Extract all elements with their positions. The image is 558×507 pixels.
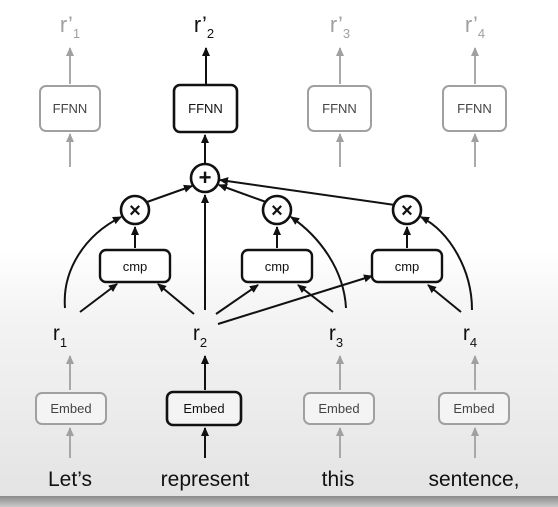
multiply-node-3: × bbox=[393, 196, 421, 224]
output-label-r1: r’1 bbox=[60, 12, 80, 41]
svg-text:cmp: cmp bbox=[395, 259, 420, 274]
output-label-r3: r’3 bbox=[330, 12, 350, 41]
word-4: sentence, bbox=[428, 468, 519, 491]
svg-text:Embed: Embed bbox=[318, 401, 359, 416]
svg-text:Embed: Embed bbox=[453, 401, 494, 416]
svg-text:FFNN: FFNN bbox=[457, 101, 492, 116]
arrow-r2-cmp2 bbox=[216, 285, 258, 314]
plus-icon: + bbox=[199, 165, 212, 190]
output-label-r4: r’4 bbox=[465, 12, 485, 41]
word-3: this bbox=[322, 468, 355, 491]
rep-label-r2: r2 bbox=[193, 322, 207, 350]
arrow-mult3-plus bbox=[220, 180, 395, 205]
output-label-r2: r’2 bbox=[194, 12, 214, 41]
embed-box-3: Embed bbox=[304, 393, 374, 424]
arrow-r2-cmp1 bbox=[158, 284, 194, 314]
word-1: Let’s bbox=[48, 468, 92, 491]
rep-label-r1: r1 bbox=[53, 322, 67, 350]
arrow-mult1-plus bbox=[147, 186, 192, 202]
svg-text:FFNN: FFNN bbox=[322, 101, 357, 116]
ffnn-box-4: FFNN bbox=[443, 86, 506, 131]
times-icon: × bbox=[271, 200, 283, 222]
times-icon: × bbox=[401, 200, 413, 222]
bottom-bar bbox=[0, 496, 558, 507]
rep-label-r4: r4 bbox=[463, 322, 477, 350]
arrow-mult2-plus bbox=[219, 185, 266, 202]
multiply-node-2: × bbox=[263, 196, 291, 224]
ffnn-box-2: FFNN bbox=[174, 85, 237, 132]
svg-text:Embed: Embed bbox=[50, 401, 91, 416]
cmp-box-3: cmp bbox=[372, 250, 442, 282]
svg-text:FFNN: FFNN bbox=[188, 101, 223, 116]
multiply-node-1: × bbox=[121, 196, 149, 224]
svg-text:cmp: cmp bbox=[123, 259, 148, 274]
embed-box-1: Embed bbox=[36, 393, 106, 424]
ffnn-box-3: FFNN bbox=[308, 86, 371, 131]
svg-text:FFNN: FFNN bbox=[53, 101, 88, 116]
times-icon: × bbox=[129, 200, 141, 222]
ffnn-box-1: FFNN bbox=[40, 86, 100, 131]
arrow-r1-cmp1 bbox=[80, 284, 117, 312]
rep-label-r3: r3 bbox=[329, 322, 343, 350]
cmp-box-2: cmp bbox=[242, 250, 312, 282]
sum-node: + bbox=[191, 164, 219, 192]
cmp-box-1: cmp bbox=[100, 250, 170, 282]
svg-text:cmp: cmp bbox=[265, 259, 290, 274]
word-2: represent bbox=[161, 468, 250, 491]
embed-box-4: Embed bbox=[439, 393, 509, 424]
embed-box-2: Embed bbox=[167, 392, 241, 425]
svg-text:Embed: Embed bbox=[183, 401, 224, 416]
arrow-r4-cmp3 bbox=[428, 285, 461, 312]
